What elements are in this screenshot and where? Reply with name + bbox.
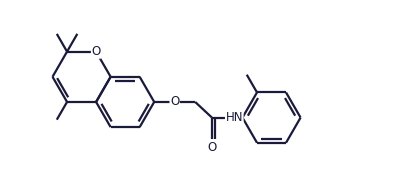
Text: O: O: [91, 45, 101, 58]
Text: HN: HN: [226, 111, 243, 124]
Text: O: O: [170, 95, 179, 108]
Text: O: O: [207, 141, 216, 154]
